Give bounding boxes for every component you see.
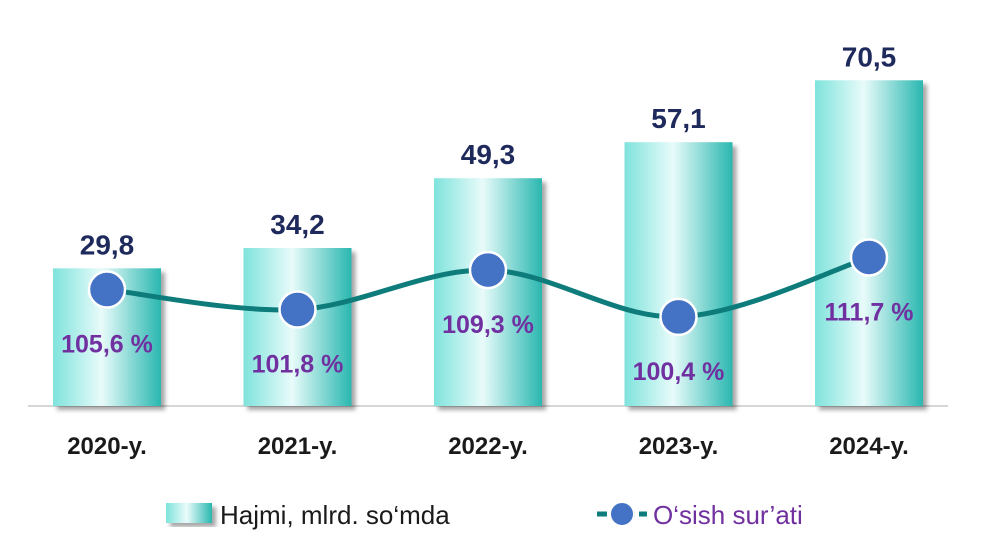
growth-point-0 (87, 270, 127, 309)
bars-layer (53, 80, 923, 406)
growth-point-1 (278, 290, 317, 329)
growth-line-layer (87, 238, 889, 337)
legend-line-label: O‘sish sur’ati (653, 500, 803, 530)
growth-label-4: 111,7 % (825, 298, 914, 326)
x-tick-label-1: 2021-y. (258, 433, 338, 460)
x-tick-label-2: 2022-y. (448, 433, 528, 460)
bar-value-label-2: 49,3 (461, 139, 516, 170)
legend-bar-label: Hajmi, mlrd. so‘mda (220, 500, 450, 530)
growth-point-3 (659, 297, 698, 337)
x-tick-label-0: 2020-y. (67, 433, 147, 460)
growth-point-2 (468, 250, 508, 290)
bar-value-label-0: 29,8 (80, 229, 135, 260)
bar-value-label-4: 70,5 (842, 41, 897, 72)
bar-3 (624, 142, 733, 406)
bar-value-label-3: 57,1 (651, 103, 706, 134)
growth-point-4 (849, 238, 889, 277)
labels-layer: 29,8 2020-y. 34,2 2021-y. 49,3 2022-y. 57,1 202… (61, 41, 913, 460)
growth-label-2: 109,3 % (442, 311, 534, 339)
growth-label-3: 100,4 % (633, 358, 725, 386)
legend: Hajmi, mlrd. so‘mda O‘sish sur’ati (166, 500, 803, 530)
legend-line-marker-icon (609, 501, 635, 527)
bar-2 (434, 178, 542, 406)
x-tick-label-3: 2023-y. (639, 433, 719, 460)
x-tick-label-4: 2024-y. (829, 433, 909, 460)
legend-bar-swatch (166, 503, 212, 523)
growth-label-1: 101,8 % (252, 351, 344, 379)
growth-label-0: 105,6 % (61, 331, 153, 359)
bar-value-label-1: 34,2 (270, 209, 325, 240)
